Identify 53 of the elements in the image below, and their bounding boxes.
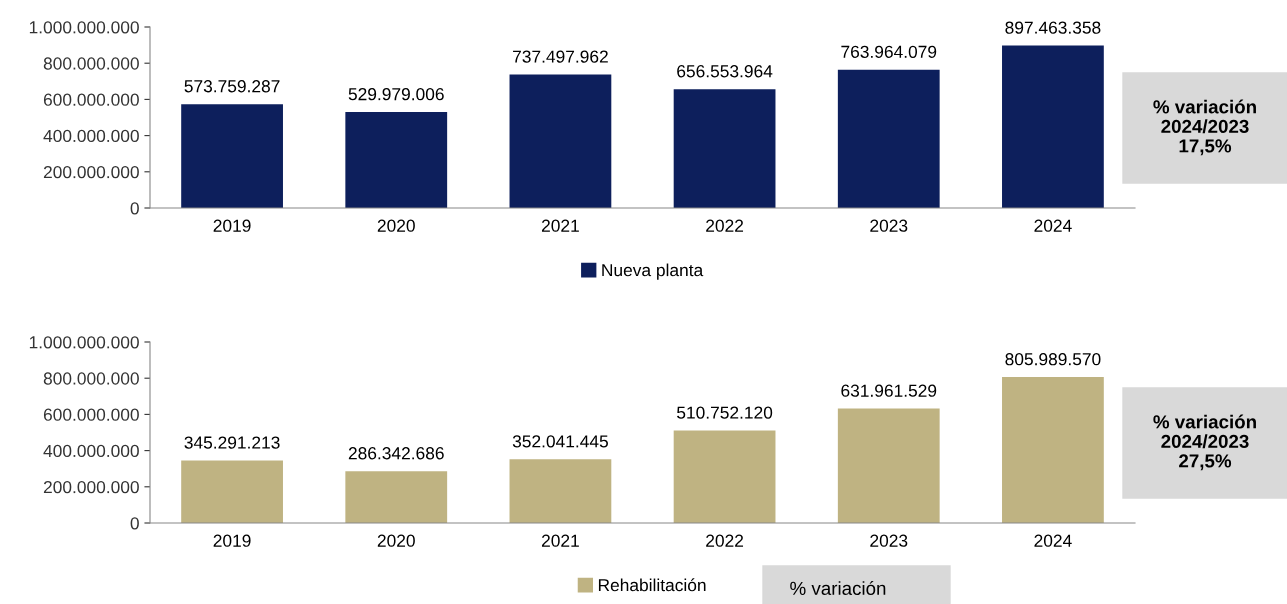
data-label: 737.497.962 — [513, 50, 608, 63]
y-tick-label: 200.000.000 — [43, 165, 139, 179]
y-tick-label: 1.000.000.000 — [29, 336, 139, 349]
bar — [181, 104, 283, 208]
data-label: 656.553.964 — [677, 65, 773, 78]
x-tick-label: 2022 — [706, 219, 744, 232]
x-tick-label: 2023 — [870, 534, 908, 547]
data-label: 805.989.570 — [1005, 353, 1101, 366]
bar — [345, 112, 448, 208]
y-tick-label: 400.000.000 — [43, 129, 139, 143]
bar — [1002, 377, 1104, 523]
y-tick-label: 0 — [130, 517, 139, 530]
y-tick-label: 200.000.000 — [43, 480, 139, 494]
data-label: 286.342.686 — [348, 447, 444, 460]
bar — [673, 430, 776, 523]
data-label: 897.463.358 — [1005, 21, 1101, 34]
bar — [837, 69, 940, 208]
x-tick-label: 2019 — [213, 534, 251, 547]
x-tick-label: 2024 — [1034, 219, 1072, 232]
y-tick-label: 1.000.000.000 — [29, 21, 139, 34]
text: % variación — [790, 581, 886, 596]
y-tick-label: 400.000.000 — [43, 444, 139, 458]
legend-label: Rehabilitación — [598, 578, 706, 592]
x-tick-label: 2019 — [213, 219, 251, 232]
x-tick-label: 2022 — [706, 534, 744, 547]
x-tick-label: 2020 — [377, 219, 415, 232]
text: % variación 2024/2023 17,5% — [1153, 99, 1256, 156]
y-tick-label: 800.000.000 — [43, 57, 139, 70]
x-tick-label: 2021 — [541, 534, 579, 547]
bar — [345, 471, 448, 523]
data-label: 529.979.006 — [348, 88, 444, 101]
data-label: 345.291.213 — [184, 436, 280, 449]
y-tick-label: 600.000.000 — [43, 93, 139, 106]
bar — [837, 408, 940, 523]
legend-label: Nueva planta — [602, 263, 704, 280]
data-label: 510.752.120 — [677, 406, 773, 419]
bar — [509, 74, 612, 208]
y-tick-label: 600.000.000 — [43, 408, 139, 421]
bar — [509, 459, 612, 523]
y-tick-label: 0 — [130, 202, 139, 215]
bar — [1002, 45, 1104, 208]
text: % variación 2024/2023 27,5% — [1153, 414, 1256, 471]
x-tick-label: 2020 — [377, 534, 415, 547]
bar — [181, 460, 283, 523]
x-tick-label: 2021 — [541, 219, 579, 232]
data-label: 573.759.287 — [184, 80, 280, 93]
data-label: 763.964.079 — [841, 45, 937, 58]
bar — [673, 89, 776, 208]
x-tick-label: 2023 — [870, 219, 908, 232]
y-tick-label: 800.000.000 — [43, 372, 139, 385]
x-tick-label: 2024 — [1034, 534, 1072, 547]
data-label: 352.041.445 — [512, 435, 608, 448]
data-label: 631.961.529 — [841, 384, 937, 397]
